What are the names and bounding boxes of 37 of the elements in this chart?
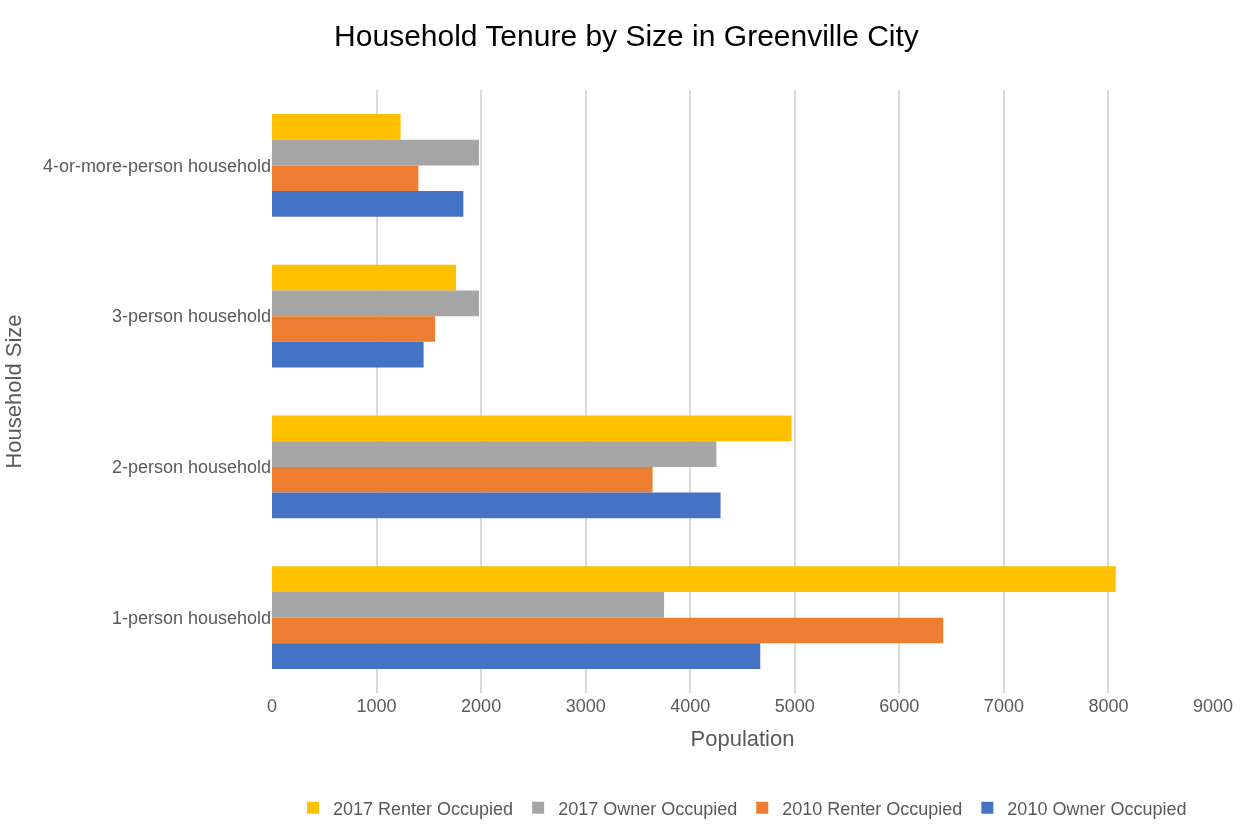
bar [272, 592, 665, 618]
y-tick-label: 4-or-more-person household [42, 155, 271, 176]
x-tick-label: 0 [266, 696, 278, 716]
bar [272, 441, 717, 467]
x-tick-label: 4000 [670, 696, 711, 716]
legend-label: 2017 Renter Occupied [333, 798, 514, 819]
bar [272, 415, 792, 442]
bar [272, 264, 457, 291]
bar [272, 114, 401, 140]
bar [272, 316, 436, 342]
legend-label: 2017 Owner Occupied [558, 798, 738, 819]
x-tick-label: 2000 [461, 696, 502, 716]
x-tick-label: 8000 [1088, 696, 1129, 716]
y-tick-label: 3-person household [111, 306, 271, 327]
bar [272, 165, 419, 191]
x-tick-label: 7000 [983, 696, 1024, 716]
y-axis-title: Household Size [0, 314, 26, 469]
legend-label: 2010 Owner Occupied [1007, 798, 1187, 819]
x-tick-label: 1000 [356, 696, 397, 716]
legend-label: 2010 Renter Occupied [782, 798, 963, 819]
bar [272, 566, 1116, 592]
x-tick-label: 6000 [879, 696, 920, 716]
bar [272, 290, 480, 317]
bar [272, 139, 480, 166]
x-tick-label: 9000 [1192, 696, 1234, 716]
x-axis-title: Population [690, 725, 795, 751]
bar [272, 492, 721, 519]
bar [272, 341, 424, 368]
chart-title: Household Tenure by Size in Greenville City [334, 19, 919, 53]
y-tick-label: 1-person household [111, 607, 271, 628]
bar [272, 643, 761, 669]
bar [272, 466, 653, 493]
bar [272, 617, 944, 644]
x-tick-label: 5000 [774, 696, 815, 716]
x-tick-label: 3000 [565, 696, 606, 716]
y-tick-label: 2-person household [111, 457, 271, 478]
bar [272, 191, 464, 217]
